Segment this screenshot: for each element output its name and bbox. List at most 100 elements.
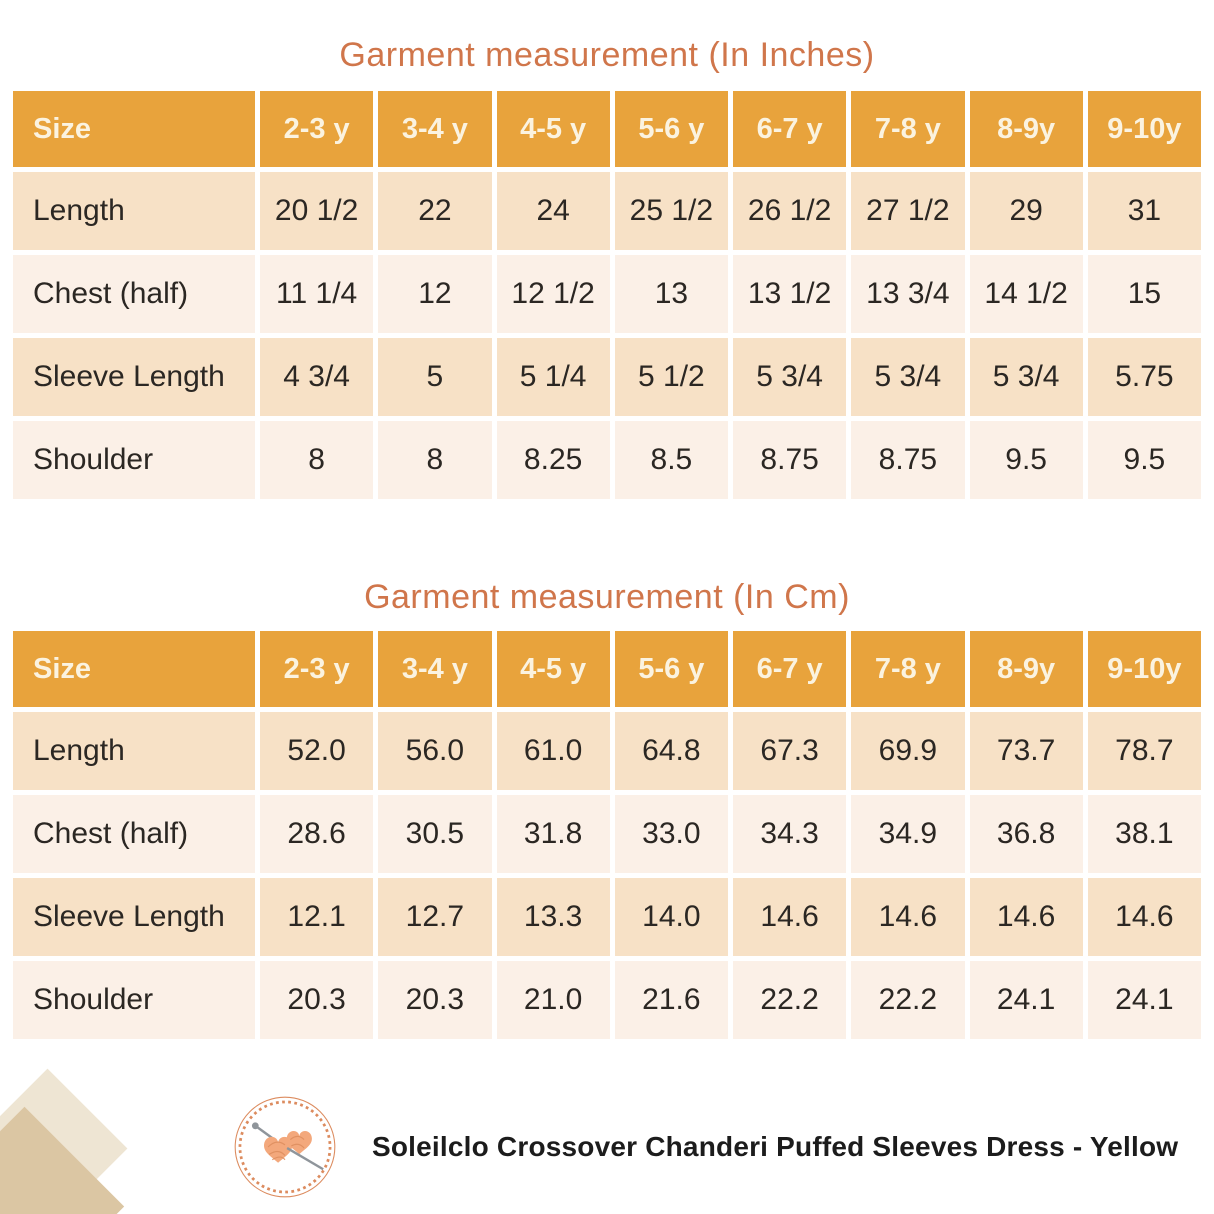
inches-table-title: Garment measurement (In Inches) bbox=[339, 36, 875, 74]
measurement-label-cell: Length bbox=[13, 712, 255, 790]
measurement-value-cell: 21.0 bbox=[496, 961, 610, 1039]
age-range-header-cell: 6-7 y bbox=[733, 631, 847, 707]
measurement-value-cell: 4 3/4 bbox=[260, 338, 374, 416]
measurement-value-cell: 24.1 bbox=[1087, 961, 1201, 1039]
size-header-cell: Size bbox=[13, 631, 255, 707]
measurement-label-cell: Sleeve Length bbox=[13, 878, 255, 956]
measurement-value-cell: 24 bbox=[496, 172, 610, 250]
measurement-value-cell: 9.5 bbox=[1087, 421, 1201, 499]
age-range-header-cell: 2-3 y bbox=[260, 91, 374, 167]
measurement-value-cell: 5.75 bbox=[1087, 338, 1201, 416]
measurement-value-cell: 5 bbox=[378, 338, 492, 416]
measurement-value-cell: 13.3 bbox=[496, 878, 610, 956]
measurement-value-cell: 29 bbox=[969, 172, 1083, 250]
measurement-value-cell: 33.0 bbox=[614, 795, 728, 873]
measurement-value-cell: 22.2 bbox=[733, 961, 847, 1039]
measurement-value-cell: 8 bbox=[378, 421, 492, 499]
measurement-value-cell: 8.25 bbox=[496, 421, 610, 499]
measurement-value-cell: 12.1 bbox=[260, 878, 374, 956]
measurement-value-cell: 14.6 bbox=[969, 878, 1083, 956]
measurement-value-cell: 5 1/4 bbox=[496, 338, 610, 416]
measurement-row: Length 52.0 56.0 61.0 64.8 67.3 69.9 73.7 78.7 bbox=[13, 712, 1201, 790]
measurement-value-cell: 11 1/4 bbox=[260, 255, 374, 333]
measurement-value-cell: 30.5 bbox=[378, 795, 492, 873]
age-range-header-cell: 3-4 y bbox=[378, 631, 492, 707]
measurement-value-cell: 14 1/2 bbox=[969, 255, 1083, 333]
measurement-row: Length 20 1/2 22 24 25 1/2 26 1/2 27 1/2 29 31 bbox=[13, 172, 1201, 250]
measurement-value-cell: 12.7 bbox=[378, 878, 492, 956]
measurement-value-cell: 8 bbox=[260, 421, 374, 499]
measurement-value-cell: 14.6 bbox=[733, 878, 847, 956]
cm-table-title: Garment measurement (In Cm) bbox=[364, 578, 850, 616]
hearts-needle-logo-icon bbox=[234, 1096, 336, 1198]
measurement-label-cell: Length bbox=[13, 172, 255, 250]
measurement-value-cell: 12 bbox=[378, 255, 492, 333]
age-range-header-cell: 2-3 y bbox=[260, 631, 374, 707]
age-range-header-cell: 4-5 y bbox=[496, 91, 610, 167]
inches-header-row: Size 2-3 y 3-4 y 4-5 y 5-6 y 6-7 y 7-8 y 8-9y 9-… bbox=[13, 91, 1201, 167]
measurement-label-cell: Sleeve Length bbox=[13, 338, 255, 416]
age-range-header-cell: 7-8 y bbox=[851, 631, 965, 707]
measurement-value-cell: 61.0 bbox=[496, 712, 610, 790]
measurement-value-cell: 69.9 bbox=[851, 712, 965, 790]
age-range-header-cell: 6-7 y bbox=[733, 91, 847, 167]
age-range-header-cell: 3-4 y bbox=[378, 91, 492, 167]
age-range-header-cell: 5-6 y bbox=[614, 631, 728, 707]
measurement-value-cell: 31 bbox=[1087, 172, 1201, 250]
age-range-header-cell: 8-9y bbox=[969, 91, 1083, 167]
measurement-label-cell: Shoulder bbox=[13, 961, 255, 1039]
measurement-value-cell: 12 1/2 bbox=[496, 255, 610, 333]
measurement-value-cell: 26 1/2 bbox=[733, 172, 847, 250]
size-header-cell: Size bbox=[13, 91, 255, 167]
measurement-value-cell: 27 1/2 bbox=[851, 172, 965, 250]
measurement-value-cell: 8.75 bbox=[851, 421, 965, 499]
product-name-text: Soleilclo Crossover Chanderi Puffed Slee… bbox=[372, 1131, 1179, 1162]
measurement-value-cell: 25 1/2 bbox=[614, 172, 728, 250]
measurement-value-cell: 24.1 bbox=[969, 961, 1083, 1039]
measurement-value-cell: 13 3/4 bbox=[851, 255, 965, 333]
age-range-header-cell: 8-9y bbox=[969, 631, 1083, 707]
measurement-value-cell: 5 3/4 bbox=[733, 338, 847, 416]
measurement-value-cell: 20.3 bbox=[260, 961, 374, 1039]
measurement-value-cell: 31.8 bbox=[496, 795, 610, 873]
measurement-value-cell: 64.8 bbox=[614, 712, 728, 790]
measurement-value-cell: 14.0 bbox=[614, 878, 728, 956]
measurement-value-cell: 9.5 bbox=[969, 421, 1083, 499]
measurement-value-cell: 8.5 bbox=[614, 421, 728, 499]
measurement-value-cell: 20 1/2 bbox=[260, 172, 374, 250]
measurement-value-cell: 5 3/4 bbox=[969, 338, 1083, 416]
measurement-row: Sleeve Length 4 3/4 5 5 1/4 5 1/2 5 3/4 5 3/4 5… bbox=[13, 338, 1201, 416]
measurement-value-cell: 78.7 bbox=[1087, 712, 1201, 790]
measurement-value-cell: 52.0 bbox=[260, 712, 374, 790]
measurement-value-cell: 8.75 bbox=[733, 421, 847, 499]
measurement-row: Shoulder 8 8 8.25 8.5 8.75 8.75 9.5 9.5 bbox=[13, 421, 1201, 499]
inches-measurement-table: Size 2-3 y 3-4 y 4-5 y 5-6 y 6-7 y 7-8 y 8-9y 9-… bbox=[8, 86, 1206, 504]
age-range-header-cell: 5-6 y bbox=[614, 91, 728, 167]
measurement-value-cell: 67.3 bbox=[733, 712, 847, 790]
measurement-value-cell: 22.2 bbox=[851, 961, 965, 1039]
cm-header-row: Size 2-3 y 3-4 y 4-5 y 5-6 y 6-7 y 7-8 y 8-9y 9-… bbox=[13, 631, 1201, 707]
age-range-header-cell: 4-5 y bbox=[496, 631, 610, 707]
age-range-header-cell: 9-10y bbox=[1087, 91, 1201, 167]
measurement-value-cell: 34.9 bbox=[851, 795, 965, 873]
measurement-row: Chest (half) 28.6 30.5 31.8 33.0 34.3 34.9 36.8… bbox=[13, 795, 1201, 873]
measurement-value-cell: 5 3/4 bbox=[851, 338, 965, 416]
measurement-value-cell: 14.6 bbox=[1087, 878, 1201, 956]
measurement-value-cell: 36.8 bbox=[969, 795, 1083, 873]
measurement-value-cell: 13 bbox=[614, 255, 728, 333]
age-range-header-cell: 9-10y bbox=[1087, 631, 1201, 707]
measurement-value-cell: 34.3 bbox=[733, 795, 847, 873]
measurement-label-cell: Shoulder bbox=[13, 421, 255, 499]
measurement-value-cell: 22 bbox=[378, 172, 492, 250]
measurement-label-cell: Chest (half) bbox=[13, 795, 255, 873]
measurement-value-cell: 14.6 bbox=[851, 878, 965, 956]
measurement-value-cell: 21.6 bbox=[614, 961, 728, 1039]
measurement-value-cell: 28.6 bbox=[260, 795, 374, 873]
measurement-value-cell: 20.3 bbox=[378, 961, 492, 1039]
age-range-header-cell: 7-8 y bbox=[851, 91, 965, 167]
measurement-value-cell: 13 1/2 bbox=[733, 255, 847, 333]
measurement-value-cell: 15 bbox=[1087, 255, 1201, 333]
measurement-value-cell: 73.7 bbox=[969, 712, 1083, 790]
measurement-value-cell: 56.0 bbox=[378, 712, 492, 790]
measurement-value-cell: 5 1/2 bbox=[614, 338, 728, 416]
